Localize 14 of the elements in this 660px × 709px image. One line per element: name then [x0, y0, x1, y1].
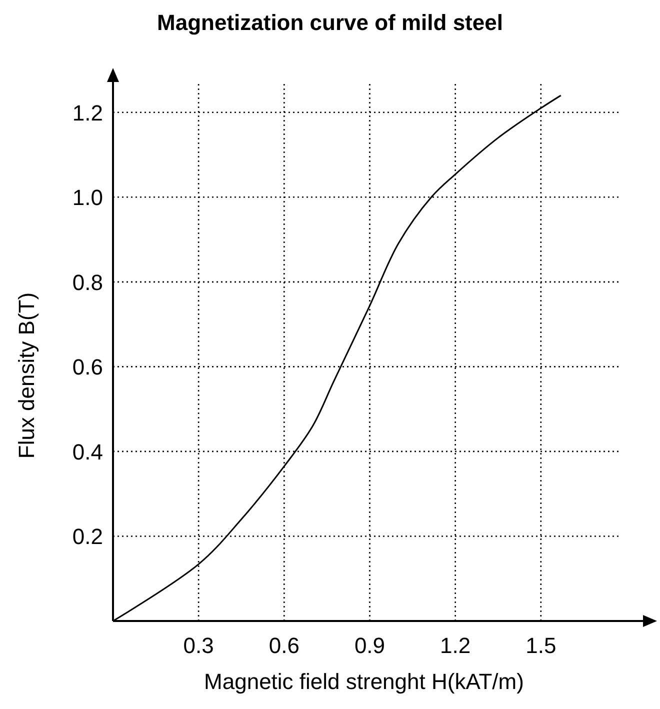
- x-tick-label: 0.6: [268, 633, 300, 658]
- y-tick-label: 1.0: [72, 185, 103, 210]
- x-tick-label: 1.2: [440, 633, 471, 658]
- x-tick-label: 1.5: [526, 633, 556, 658]
- y-tick-label: 0.8: [72, 270, 103, 295]
- y-tick-label: 0.6: [72, 354, 103, 380]
- y-tick-label: 1.2: [72, 100, 103, 126]
- chart-title: Magnetization curve of mild steel: [157, 10, 503, 35]
- y-axis-title: Flux density B(T): [14, 292, 39, 459]
- y-tick-label: 0.2: [72, 524, 103, 550]
- x-axis-title: Magnetic field strenght H(kAT/m): [204, 669, 524, 694]
- x-tick-label: 0.3: [183, 633, 214, 658]
- x-tick-label: 0.9: [354, 633, 386, 658]
- y-tick-label: 0.4: [72, 439, 103, 464]
